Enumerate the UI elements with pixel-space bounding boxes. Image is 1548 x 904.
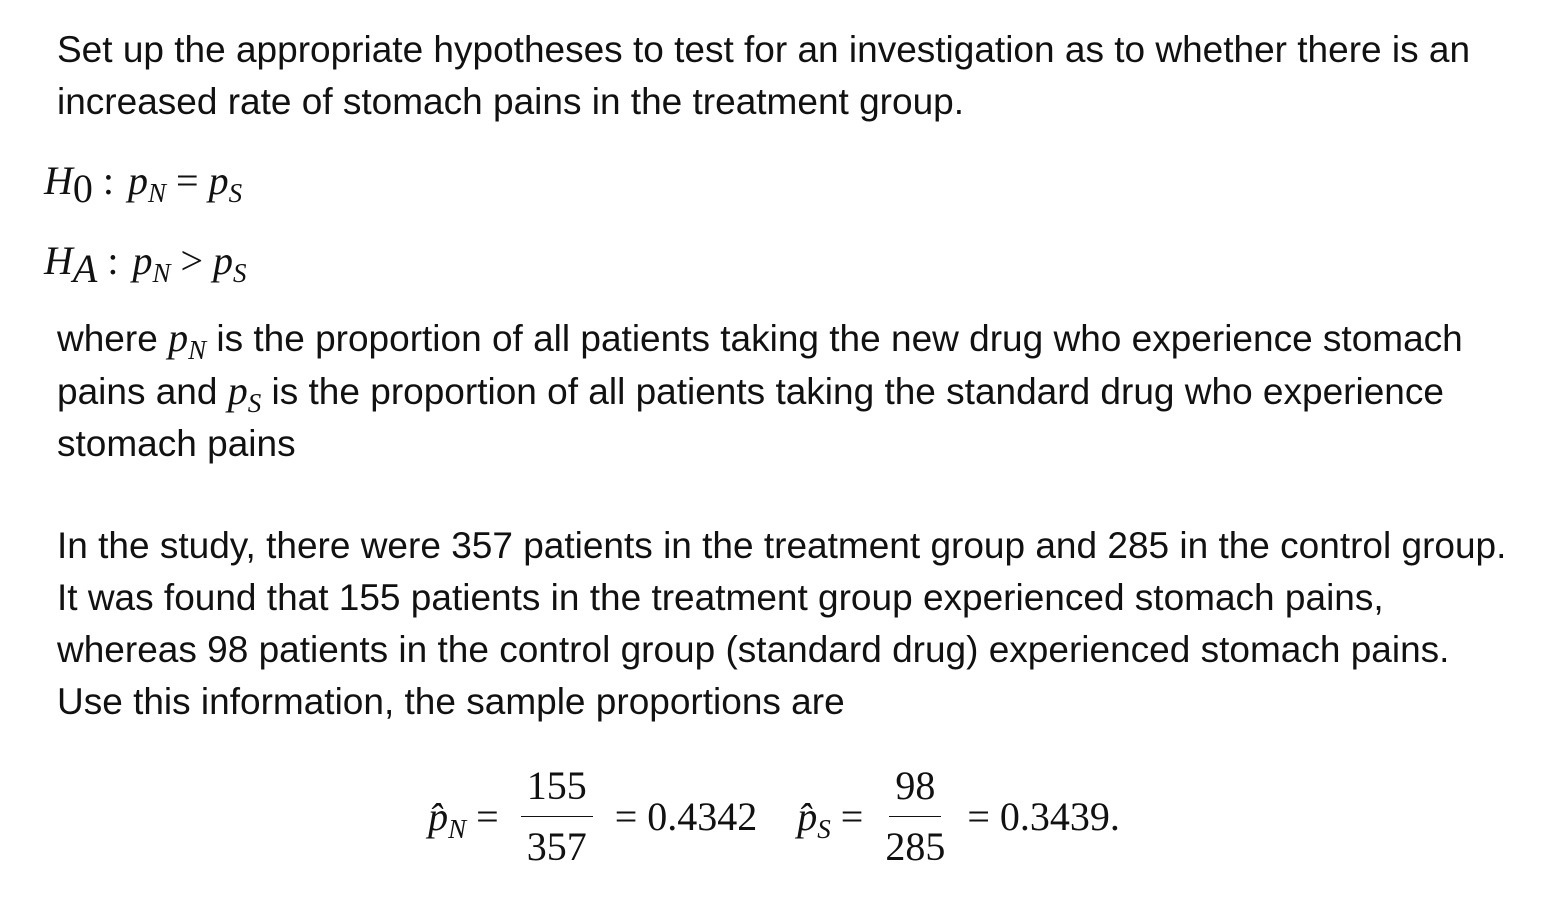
separator: : — [102, 158, 115, 203]
subscript: N — [152, 258, 171, 288]
var: p — [227, 368, 248, 413]
var: p — [213, 238, 234, 283]
subscript: A — [72, 246, 98, 291]
definition: where pN is the proportion of all patien… — [57, 312, 1507, 470]
denominator: 357 — [526, 824, 587, 869]
separator: : — [107, 238, 119, 283]
symbol: H — [44, 158, 73, 203]
var: p̂ — [428, 794, 449, 839]
hypothesis: H0: pN = pS — [44, 156, 444, 209]
symbol: H — [44, 238, 73, 283]
var: p — [128, 158, 149, 203]
subscript: N — [188, 335, 207, 365]
text: is the proportion of all patients taking… — [57, 318, 1463, 412]
relation: = — [614, 794, 638, 839]
subscript: N — [448, 814, 467, 844]
result: 0.3439. — [999, 794, 1120, 839]
subscript: 0 — [72, 166, 93, 211]
fraction: 155 357 — [520, 762, 593, 871]
text: is the proportion of all patients taking… — [57, 371, 1444, 464]
subscript: N — [148, 178, 167, 208]
relation: = — [476, 794, 499, 839]
subscript: S — [817, 814, 831, 844]
relation: = — [176, 158, 199, 203]
var: p — [208, 158, 229, 203]
relation: = — [840, 794, 864, 839]
relation: > — [180, 238, 204, 283]
numerator: 98 — [889, 762, 942, 817]
hypothesis: HA: pN > pS — [44, 236, 444, 289]
proportion: p̂N = 155 357 = 0.4342 — [428, 762, 757, 871]
proportion: p̂S = 98 285 = 0.3439. — [797, 762, 1120, 871]
study: In the study, there were 357 patients in… — [57, 525, 1507, 722]
fraction: 98 285 — [885, 762, 945, 871]
math-var: pS — [227, 368, 262, 417]
denominator: 285 — [885, 824, 946, 869]
intro: Set up the appropriate hypotheses to tes… — [57, 29, 1471, 122]
result: 0.4342 — [647, 794, 758, 839]
subscript: S — [233, 258, 247, 288]
numerator: 155 — [520, 762, 593, 817]
math-var: pN — [168, 315, 206, 364]
var: p — [132, 238, 153, 283]
relation: = — [967, 794, 990, 839]
subscript: S — [228, 178, 243, 208]
text: where — [57, 318, 158, 359]
math-var: p̂S — [797, 793, 831, 843]
subscript: S — [247, 388, 262, 418]
math-var: p̂N — [428, 793, 466, 843]
var: p — [168, 315, 189, 360]
var: p̂ — [797, 794, 818, 839]
equation: p̂N = 155 357 = 0.4342 p̂S = 98 285 = 0.3439. — [0, 762, 1548, 871]
